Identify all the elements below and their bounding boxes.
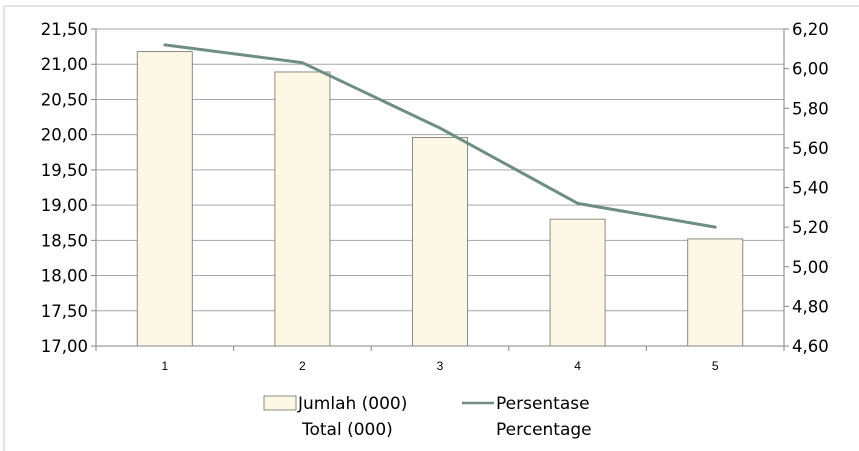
right-tick-label: 5,80 (792, 99, 829, 118)
x-tick-label: 4 (574, 359, 581, 373)
right-tick-label: 5,20 (792, 218, 829, 237)
left-tick-label: 21,50 (41, 20, 88, 39)
right-tick-label: 5,00 (792, 258, 829, 277)
legend: Jumlah (000) Total (000) Persentase Perc… (263, 394, 592, 440)
right-tick-label: 4,60 (792, 337, 829, 356)
legend-bar-label: Jumlah (000) (297, 394, 407, 414)
left-tick-label: 19,50 (41, 161, 88, 180)
right-tick-label: 5,60 (792, 139, 829, 158)
bar (136, 51, 193, 347)
line-series (163, 43, 717, 229)
bar (411, 136, 469, 347)
bar (687, 238, 744, 347)
left-tick-label: 18,00 (41, 267, 88, 286)
bar-series (136, 51, 744, 347)
left-tick-label: 21,00 (41, 55, 88, 74)
legend-bar-label-2: Total (000) (301, 420, 393, 440)
bar (274, 71, 331, 347)
right-tick-label: 6,00 (792, 60, 829, 79)
x-axis-ticks: 1 2 3 4 5 (161, 359, 718, 373)
legend-swatch-bar (263, 395, 297, 411)
legend-line-label-2: Percentage (496, 420, 592, 440)
left-tick-label: 17,50 (41, 302, 88, 321)
right-tick-label: 5,40 (792, 179, 829, 198)
x-tick-label: 5 (712, 359, 719, 373)
right-tick-label: 6,20 (792, 20, 829, 39)
left-tick-label: 17,00 (41, 337, 88, 356)
x-tick-label: 1 (161, 359, 168, 373)
left-tick-label: 19,00 (41, 196, 88, 215)
right-y-axis-ticks: 4,60 4,80 5,00 5,20 5,40 5,60 5,80 6,00 6,20 (784, 20, 829, 356)
left-y-axis-ticks: 17,00 17,50 18,00 18,50 19,00 19,50 20,00 20,50… (41, 20, 96, 356)
x-tick-label: 2 (299, 359, 306, 373)
left-tick-label: 20,00 (41, 126, 88, 145)
legend-line-label: Persentase (496, 394, 590, 414)
right-tick-label: 4,80 (792, 297, 829, 316)
series-line (163, 43, 717, 229)
bar (549, 218, 606, 347)
left-tick-label: 20,50 (41, 90, 88, 109)
x-tick-label: 3 (437, 359, 444, 373)
left-tick-label: 18,50 (41, 231, 88, 250)
